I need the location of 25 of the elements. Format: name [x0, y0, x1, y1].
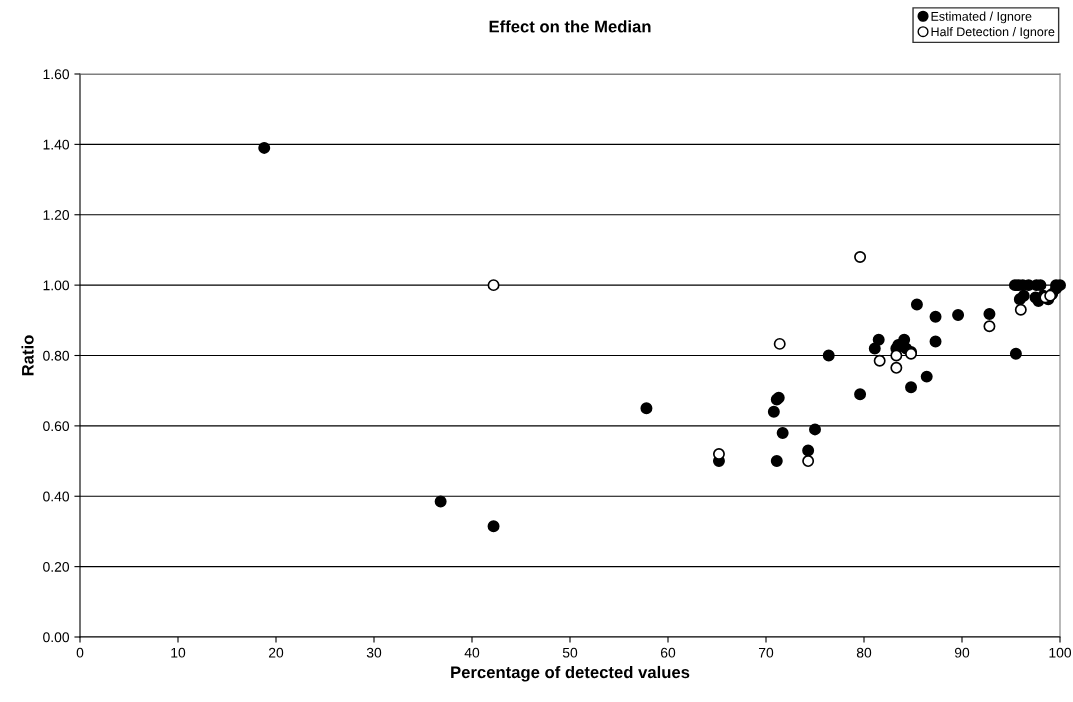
y-axis-title: Ratio: [21, 335, 34, 376]
y-tick-label: 0.60: [43, 421, 70, 432]
x-tick-label: 100: [1049, 647, 1072, 658]
y-tick-label: 1.20: [43, 210, 70, 220]
legend-label: Estimated / Ignore: [931, 11, 1032, 24]
x-axis-title: Percentage of detected values: [451, 665, 690, 682]
x-tick-label: 80: [856, 647, 872, 658]
y-tick-label: 0.20: [43, 561, 70, 572]
y-tick-label: 1.60: [43, 69, 70, 80]
x-tick-label: 60: [660, 647, 676, 658]
x-tick-label: 70: [758, 647, 774, 658]
chart-title: Effect on the Median: [489, 20, 651, 33]
x-tick-label: 90: [954, 647, 970, 658]
y-tick-label: 1.00: [43, 280, 70, 291]
x-tick-label: 50: [562, 647, 578, 658]
x-tick-label: 20: [268, 647, 284, 658]
x-tick-label: 40: [464, 647, 480, 658]
y-tick-label: 0.40: [43, 491, 70, 502]
x-tick-label: 30: [366, 647, 382, 658]
legend-label: Half Detection / Ignore: [931, 27, 1055, 39]
y-tick-label: 0.00: [43, 632, 70, 643]
x-tick-label: 0: [76, 647, 84, 658]
y-tick-label: 0.80: [43, 350, 70, 361]
x-tick-label: 10: [171, 647, 186, 658]
y-tick-label: 1.40: [43, 139, 70, 150]
